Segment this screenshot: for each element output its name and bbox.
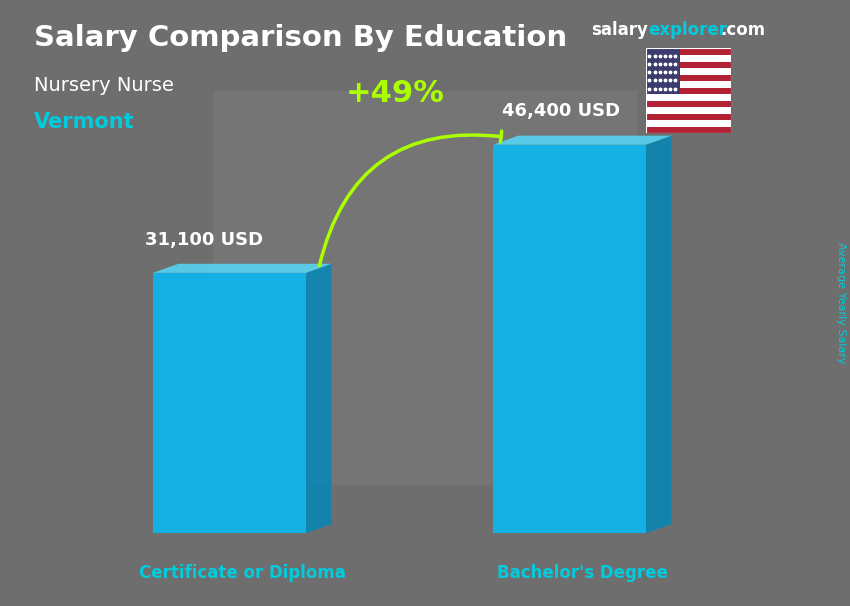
Text: +49%: +49% xyxy=(346,79,445,108)
Text: 31,100 USD: 31,100 USD xyxy=(145,231,263,248)
Text: Bachelor's Degree: Bachelor's Degree xyxy=(496,564,668,582)
Bar xyxy=(646,88,731,94)
Text: explorer: explorer xyxy=(649,21,728,39)
Bar xyxy=(212,91,638,485)
Polygon shape xyxy=(493,136,672,145)
Bar xyxy=(646,101,731,107)
Text: 46,400 USD: 46,400 USD xyxy=(502,102,620,121)
Polygon shape xyxy=(153,264,332,273)
Bar xyxy=(646,94,731,101)
Bar xyxy=(646,81,731,88)
Bar xyxy=(646,55,731,62)
Bar xyxy=(646,68,731,75)
Bar xyxy=(646,114,731,120)
Polygon shape xyxy=(306,264,332,533)
Text: Vermont: Vermont xyxy=(34,112,134,132)
Polygon shape xyxy=(493,145,646,533)
Polygon shape xyxy=(646,136,672,533)
Polygon shape xyxy=(153,273,306,533)
Text: salary: salary xyxy=(591,21,648,39)
Bar xyxy=(646,120,731,127)
Text: Nursery Nurse: Nursery Nurse xyxy=(34,76,174,95)
Bar xyxy=(646,127,731,133)
Bar xyxy=(646,62,731,68)
Text: Salary Comparison By Education: Salary Comparison By Education xyxy=(34,24,567,52)
Bar xyxy=(646,107,731,114)
Text: Certificate or Diploma: Certificate or Diploma xyxy=(139,564,346,582)
Bar xyxy=(646,75,731,81)
Bar xyxy=(646,48,680,94)
Bar xyxy=(646,48,731,55)
Text: Average Yearly Salary: Average Yearly Salary xyxy=(836,242,846,364)
Text: .com: .com xyxy=(720,21,765,39)
